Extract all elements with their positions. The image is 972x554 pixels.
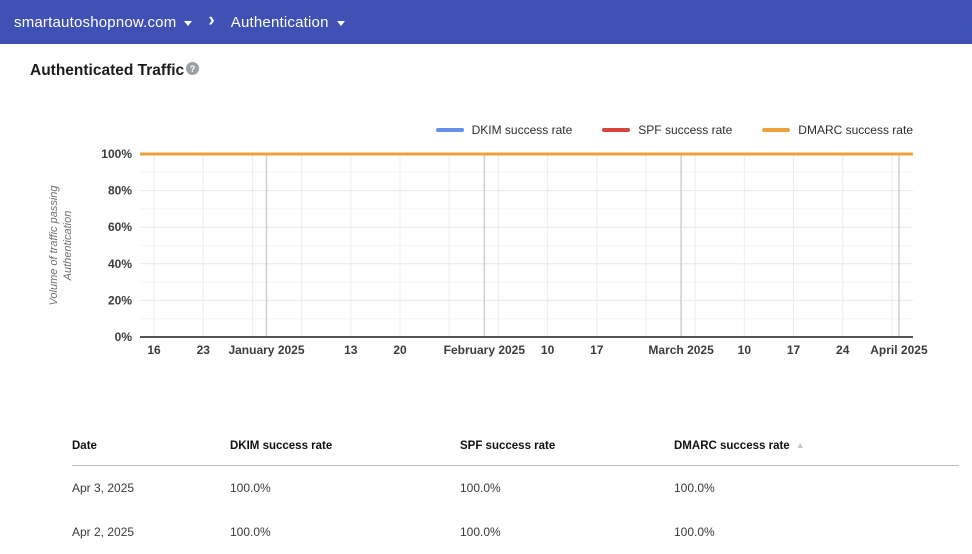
column-header-dmarc-label: DMARC success rate	[674, 440, 790, 452]
page-title: Authenticated Traffic	[30, 62, 184, 79]
legend-swatch-icon	[602, 128, 630, 132]
legend-item: DMARC success rate	[762, 123, 913, 137]
cell-dkim: 100.0%	[230, 525, 460, 539]
cell-spf: 100.0%	[460, 525, 674, 539]
x-tick-label: 17	[590, 343, 604, 357]
table-header-row: Date DKIM success rate SPF success rate …	[72, 440, 959, 466]
y-tick-label: 20%	[108, 293, 132, 307]
y-axis-title: Authentication	[62, 211, 74, 282]
sort-ascending-icon: ▲	[796, 440, 805, 450]
x-tick-label: 10	[541, 343, 555, 357]
legend-item: DKIM success rate	[436, 123, 573, 137]
report-selector-label: Authentication	[231, 14, 329, 31]
cell-date: Apr 2, 2025	[72, 525, 230, 539]
top-bar: smartautoshopnow.com › Authentication	[0, 0, 972, 44]
y-tick-label: 60%	[108, 220, 132, 234]
x-tick-label: 24	[836, 343, 850, 357]
x-tick-label: 20	[393, 343, 407, 357]
chart-legend: DKIM success rate SPF success rate DMARC s…	[0, 123, 913, 137]
chevron-down-icon	[184, 21, 192, 26]
column-header-date[interactable]: Date	[72, 440, 230, 452]
chevron-right-icon: ›	[208, 11, 214, 30]
column-header-spf[interactable]: SPF success rate	[460, 440, 674, 452]
legend-swatch-icon	[436, 128, 464, 132]
auth-chart: 0% 20% 40% 60% 80% 100% 16 23 13 20 10 17 10 17 24 Janu…	[0, 140, 972, 370]
report-selector[interactable]: Authentication	[231, 14, 345, 31]
y-tick-label: 100%	[101, 147, 132, 161]
x-tick-label: 23	[197, 343, 211, 357]
legend-label: SPF success rate	[638, 123, 732, 137]
legend-swatch-icon	[762, 128, 790, 132]
x-month-label: April 2025	[870, 343, 928, 357]
y-tick-label: 0%	[115, 330, 133, 344]
help-icon[interactable]: ?	[186, 62, 199, 75]
y-tick-label: 40%	[108, 257, 132, 271]
domain-selector[interactable]: smartautoshopnow.com	[14, 14, 192, 31]
title-row: Authenticated Traffic ?	[30, 62, 199, 79]
x-tick-label: 13	[344, 343, 358, 357]
chevron-down-icon	[337, 21, 345, 26]
table-row: Apr 3, 2025 100.0% 100.0% 100.0%	[72, 466, 959, 510]
cell-dmarc: 100.0%	[674, 525, 959, 539]
domain-selector-label: smartautoshopnow.com	[14, 14, 176, 31]
legend-label: DMARC success rate	[798, 123, 913, 137]
cell-dkim: 100.0%	[230, 481, 460, 495]
cell-date: Apr 3, 2025	[72, 481, 230, 495]
x-month-label: January 2025	[228, 343, 304, 357]
x-month-label: March 2025	[648, 343, 714, 357]
x-tick-label: 17	[787, 343, 801, 357]
x-tick-label: 10	[738, 343, 752, 357]
x-tick-label: 16	[147, 343, 161, 357]
cell-dmarc: 100.0%	[674, 481, 959, 495]
y-tick-label: 80%	[108, 184, 132, 198]
x-month-label: February 2025	[444, 343, 526, 357]
auth-table: Date DKIM success rate SPF success rate …	[72, 440, 959, 554]
column-header-dkim[interactable]: DKIM success rate	[230, 440, 460, 452]
table-row: Apr 2, 2025 100.0% 100.0% 100.0%	[72, 510, 959, 554]
y-axis-title: Volume of traffic passing	[48, 185, 60, 306]
legend-item: SPF success rate	[602, 123, 732, 137]
column-header-dmarc[interactable]: DMARC success rate ▲	[674, 440, 959, 452]
legend-label: DKIM success rate	[472, 123, 573, 137]
cell-spf: 100.0%	[460, 481, 674, 495]
